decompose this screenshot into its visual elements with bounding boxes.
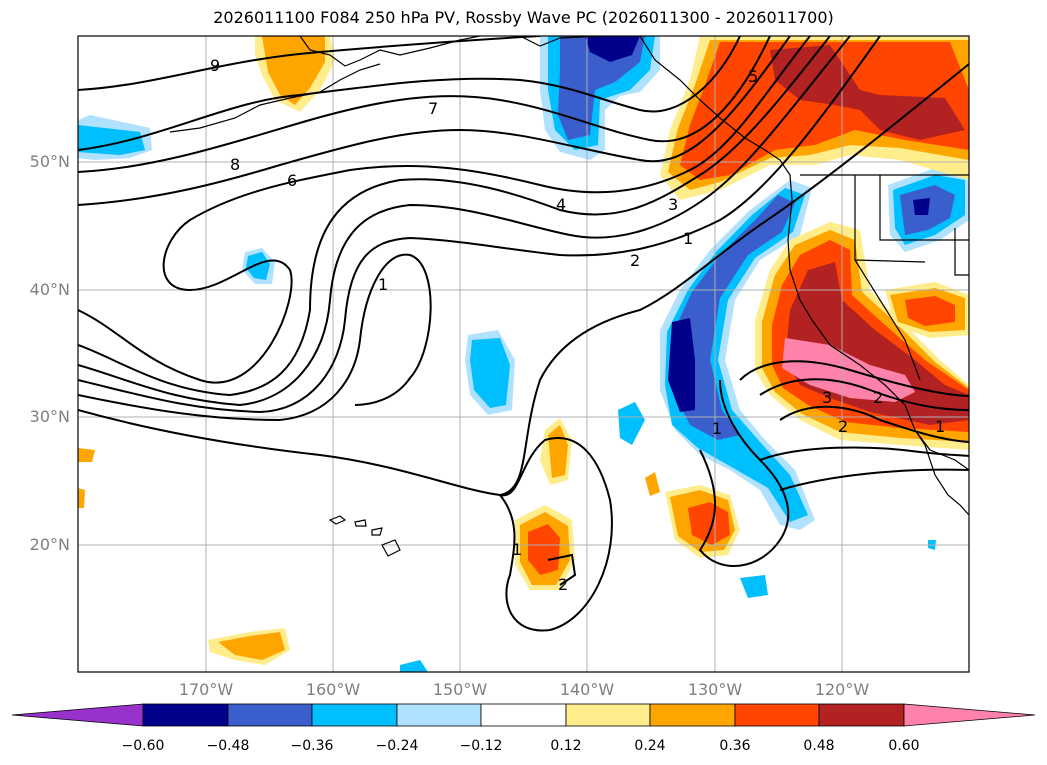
contour-label: 1 [378, 275, 388, 294]
colorbar-min-extension [11, 703, 144, 727]
lat-label: 30°N [29, 407, 70, 426]
colorbar-tick-label: 0.36 [719, 738, 751, 754]
contour-label: 3 [822, 388, 832, 407]
lat-label: 20°N [29, 535, 70, 554]
map-frame [77, 35, 970, 673]
colorbar-segment [142, 703, 229, 727]
contours [78, 36, 969, 632]
contour-label-group: 9 8 7 6 5 4 3 2 1 1 1 2 3 2 1 2 1 [210, 56, 945, 594]
colorbar-max-extension [903, 703, 1036, 727]
lon-label: 120°W [814, 680, 870, 699]
colorbar-tick-label: −0.36 [290, 738, 334, 754]
colorbar-segment [396, 703, 482, 727]
contour-label: 7 [428, 99, 438, 118]
colorbar-segment [480, 703, 567, 727]
map-content: 9 8 7 6 5 4 3 2 1 1 1 2 3 2 1 2 1 [78, 36, 969, 672]
colorbar-segment [227, 703, 313, 727]
contour-label: 3 [668, 195, 678, 214]
colorbar-tick-label: −0.24 [375, 738, 419, 754]
colorbar-tick-label: 0.60 [888, 738, 920, 754]
lat-label: 40°N [29, 280, 70, 299]
colorbar-tick-label: −0.12 [459, 738, 503, 754]
contour-label: 2 [630, 251, 640, 270]
lon-label: 140°W [559, 680, 615, 699]
contour-label: 2 [838, 417, 848, 436]
contour-label: 9 [210, 56, 220, 75]
lon-label: 130°W [687, 680, 743, 699]
colorbar-tick-label: −0.48 [206, 738, 250, 754]
contour-label: 5 [748, 67, 758, 86]
lat-label: 50°N [29, 152, 70, 171]
lon-label: 160°W [305, 680, 361, 699]
contour-label: 4 [556, 195, 566, 214]
colorbar-segment [818, 703, 905, 727]
colorbar-segment [565, 703, 651, 727]
colorbar-segment [311, 703, 398, 727]
colorbar [11, 703, 1036, 727]
colorbar-tick-label: 0.48 [803, 738, 835, 754]
figure-title: 2026011100 F084 250 hPa PV, Rossby Wave … [213, 8, 834, 27]
colorbar-tick-label: 0.12 [550, 738, 582, 754]
contour-label: 8 [230, 155, 240, 174]
contour-label: 6 [287, 171, 297, 190]
colorbar-segment [649, 703, 736, 727]
lon-label: 150°W [432, 680, 488, 699]
lon-label: 170°W [178, 680, 234, 699]
contour-label: 1 [683, 229, 693, 248]
contour-label: 1 [512, 540, 522, 559]
contour-label: 2 [873, 388, 883, 407]
colorbar-segment [734, 703, 820, 727]
contour-label: 2 [558, 575, 568, 594]
colorbar-tick-label: −0.60 [121, 738, 165, 754]
colorbar-tick-label: 0.24 [634, 738, 666, 754]
coastlines [169, 36, 969, 557]
contour-label: 1 [935, 417, 945, 436]
contour-label: 1 [712, 419, 722, 438]
